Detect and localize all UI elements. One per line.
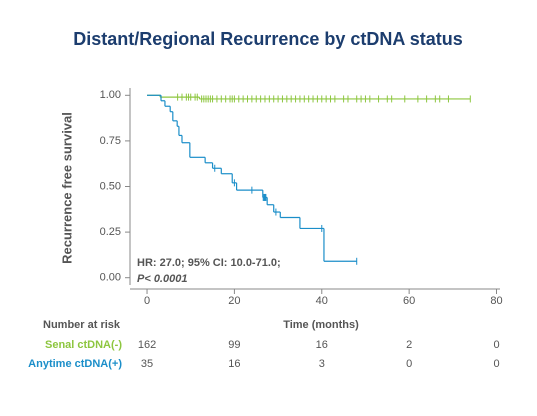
chart-title: Distant/Regional Recurrence by ctDNA sta… (73, 29, 462, 49)
risk-count: 0 (493, 358, 499, 370)
y-tick-label: 0.50 (100, 180, 121, 192)
y-tick-label: 0.25 (100, 226, 121, 238)
annotation: HR: 27.0; 95% CI: 10.0-71.0; (137, 257, 281, 269)
risk-count: 35 (141, 358, 153, 370)
y-tick-label: 0.75 (100, 135, 121, 147)
risk-count: 2 (406, 339, 412, 351)
risk-count: 0 (406, 358, 412, 370)
risk-count: 16 (316, 339, 328, 351)
risk-count: 99 (228, 339, 240, 351)
y-axis-label: Recurrence free survival (59, 112, 74, 264)
y-tick-label: 1.00 (100, 89, 121, 101)
risk-count: 16 (228, 358, 240, 370)
x-tick-label: 60 (403, 295, 415, 307)
x-tick-label: 0 (144, 295, 150, 307)
risk-row-name: Senal ctDNA(-) (45, 339, 122, 351)
x-tick-label: 40 (316, 295, 328, 307)
risk-table-title: Number at risk (43, 319, 121, 331)
x-tick-label: 80 (490, 295, 502, 307)
y-tick-label: 0.00 (100, 272, 121, 284)
risk-count: 0 (493, 339, 499, 351)
p-value: P< 0.0001 (137, 273, 187, 285)
x-tick-label: 20 (228, 295, 240, 307)
x-axis-label: Time (months) (283, 319, 359, 331)
risk-count: 3 (319, 358, 325, 370)
risk-count: 162 (138, 339, 156, 351)
risk-row-name: Anytime ctDNA(+) (28, 358, 122, 370)
